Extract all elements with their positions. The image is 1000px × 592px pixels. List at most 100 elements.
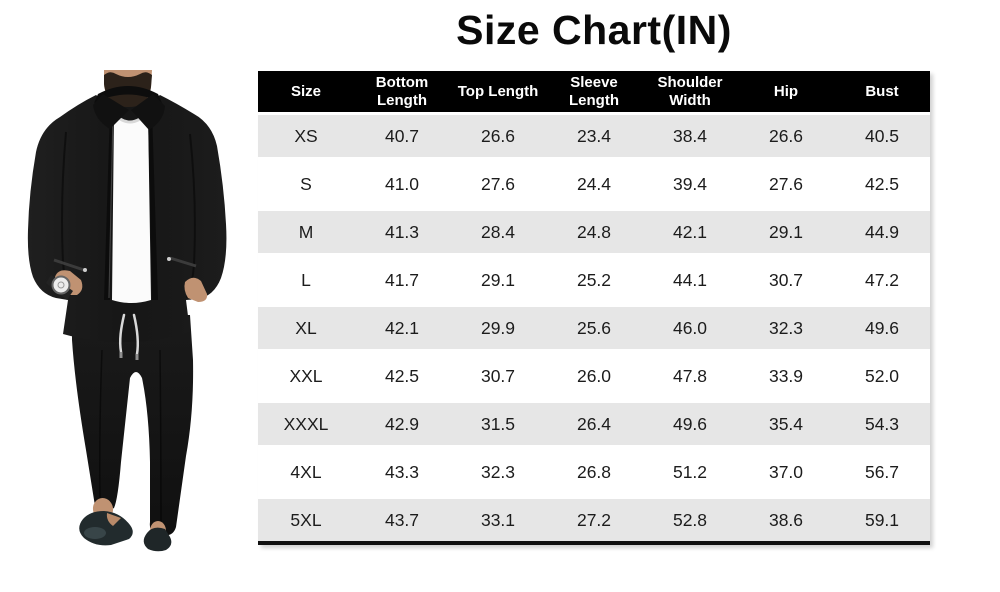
measurement-value: 28.4	[450, 208, 546, 256]
left-shoe-instep	[106, 513, 121, 526]
measurement-value: 42.5	[834, 160, 930, 208]
table-row-xl: XL 42.1 29.9 25.6 46.0 32.3 49.6	[258, 304, 930, 352]
column-header-size: Size	[258, 71, 354, 112]
measurement-value: 43.7	[354, 496, 450, 545]
measurement-value: 47.8	[642, 352, 738, 400]
size-label: XXL	[258, 352, 354, 400]
measurement-value: 26.8	[546, 448, 642, 496]
measurement-value: 49.6	[642, 400, 738, 448]
column-header-hip: Hip	[738, 71, 834, 112]
jacket-front-edge-right	[148, 110, 158, 300]
table-row-5xl: 5XL 43.7 33.1 27.2 52.8 38.6 59.1	[258, 496, 930, 545]
jacket-pocket-left	[53, 258, 85, 272]
measurement-value: 25.2	[546, 256, 642, 304]
drawstring-left	[118, 313, 126, 354]
measurement-value: 26.4	[546, 400, 642, 448]
measurement-value: 32.3	[450, 448, 546, 496]
measurement-value: 44.1	[642, 256, 738, 304]
measurement-value: 42.1	[642, 208, 738, 256]
measurement-value: 38.4	[642, 112, 738, 160]
size-chart-table-body: XS 40.7 26.6 23.4 38.4 26.6 40.5 S 41.0 27.6 24.4 3…	[258, 112, 930, 545]
measurement-value: 26.6	[450, 112, 546, 160]
measurement-value: 29.1	[738, 208, 834, 256]
column-header-bust: Bust	[834, 71, 930, 112]
measurement-value: 52.8	[642, 496, 738, 545]
measurement-value: 42.1	[354, 304, 450, 352]
size-label: 5XL	[258, 496, 354, 545]
column-header-bottom-length: Bottom Length	[354, 71, 450, 112]
measurement-value: 47.2	[834, 256, 930, 304]
model-illustration	[27, 70, 227, 552]
measurement-value: 37.0	[738, 448, 834, 496]
size-chart-content: Size Chart(IN) Size Bottom Length Top Leng…	[258, 0, 930, 592]
measurement-value: 24.8	[546, 208, 642, 256]
model-trousers	[72, 315, 194, 536]
trouser-seam-right	[159, 349, 162, 527]
measurement-value: 29.9	[450, 304, 546, 352]
measurement-value: 33.9	[738, 352, 834, 400]
table-header-row: Size Bottom Length Top Length Sleeve Length…	[258, 71, 930, 112]
size-label: M	[258, 208, 354, 256]
measurement-value: 49.6	[834, 304, 930, 352]
measurement-value: 29.1	[450, 256, 546, 304]
measurement-value: 23.4	[546, 112, 642, 160]
table-row-m: M 41.3 28.4 24.8 42.1 29.1 44.9	[258, 208, 930, 256]
measurement-value: 40.5	[834, 112, 930, 160]
size-label: L	[258, 256, 354, 304]
watch-dial	[57, 281, 65, 289]
measurement-value: 59.1	[834, 496, 930, 545]
measurement-value: 41.3	[354, 208, 450, 256]
measurement-value: 27.6	[738, 160, 834, 208]
size-chart-table-header: Size Bottom Length Top Length Sleeve Length…	[258, 71, 930, 112]
table-row-xs: XS 40.7 26.6 23.4 38.4 26.6 40.5	[258, 112, 930, 160]
measurement-value: 42.9	[354, 400, 450, 448]
trouser-seam-left	[99, 349, 103, 499]
jacket-pocket-right	[169, 256, 197, 268]
measurement-value: 33.1	[450, 496, 546, 545]
table-row-xxl: XXL 42.5 30.7 26.0 47.8 33.9 52.0	[258, 352, 930, 400]
model-photo	[0, 0, 255, 592]
table-row-l: L 41.7 29.1 25.2 44.1 30.7 47.2	[258, 256, 930, 304]
model-right-hand	[184, 277, 208, 302]
jacket-collar-back	[94, 86, 162, 103]
measurement-value: 31.5	[450, 400, 546, 448]
drawstring-right	[132, 313, 140, 356]
size-label: XS	[258, 112, 354, 160]
measurement-value: 51.2	[642, 448, 738, 496]
model-tshirt	[112, 112, 151, 303]
column-header-top-length: Top Length	[450, 71, 546, 112]
measurement-value: 27.6	[450, 160, 546, 208]
measurement-value: 52.0	[834, 352, 930, 400]
measurement-value: 30.7	[738, 256, 834, 304]
measurement-value: 46.0	[642, 304, 738, 352]
page-title: Size Chart(IN)	[456, 7, 732, 53]
table-row-s: S 41.0 27.6 24.4 39.4 27.6 42.5	[258, 160, 930, 208]
measurement-value: 24.4	[546, 160, 642, 208]
measurement-value: 42.5	[354, 352, 450, 400]
measurement-value: 56.7	[834, 448, 930, 496]
measurement-value: 39.4	[642, 160, 738, 208]
size-label: XXXL	[258, 400, 354, 448]
measurement-value: 26.0	[546, 352, 642, 400]
watch-face	[51, 275, 71, 295]
size-label: XL	[258, 304, 354, 352]
column-header-shoulder-width: Shoulder Width	[642, 71, 738, 112]
measurement-value: 40.7	[354, 112, 450, 160]
measurement-value: 43.3	[354, 448, 450, 496]
table-row-xxxl: XXXL 42.9 31.5 26.4 49.6 35.4 54.3	[258, 400, 930, 448]
jacket-collar-right	[131, 94, 165, 130]
measurement-value: 35.4	[738, 400, 834, 448]
size-label: S	[258, 160, 354, 208]
column-header-sleeve-length: Sleeve Length	[546, 71, 642, 112]
measurement-value: 26.6	[738, 112, 834, 160]
measurement-value: 30.7	[450, 352, 546, 400]
pocket-zip-pull-left	[83, 268, 87, 272]
table-row-4xl: 4XL 43.3 32.3 26.8 51.2 37.0 56.7	[258, 448, 930, 496]
measurement-value: 25.6	[546, 304, 642, 352]
measurement-value: 38.6	[738, 496, 834, 545]
measurement-value: 27.2	[546, 496, 642, 545]
measurement-value: 41.7	[354, 256, 450, 304]
model-right-shoe	[143, 527, 172, 552]
size-label: 4XL	[258, 448, 354, 496]
